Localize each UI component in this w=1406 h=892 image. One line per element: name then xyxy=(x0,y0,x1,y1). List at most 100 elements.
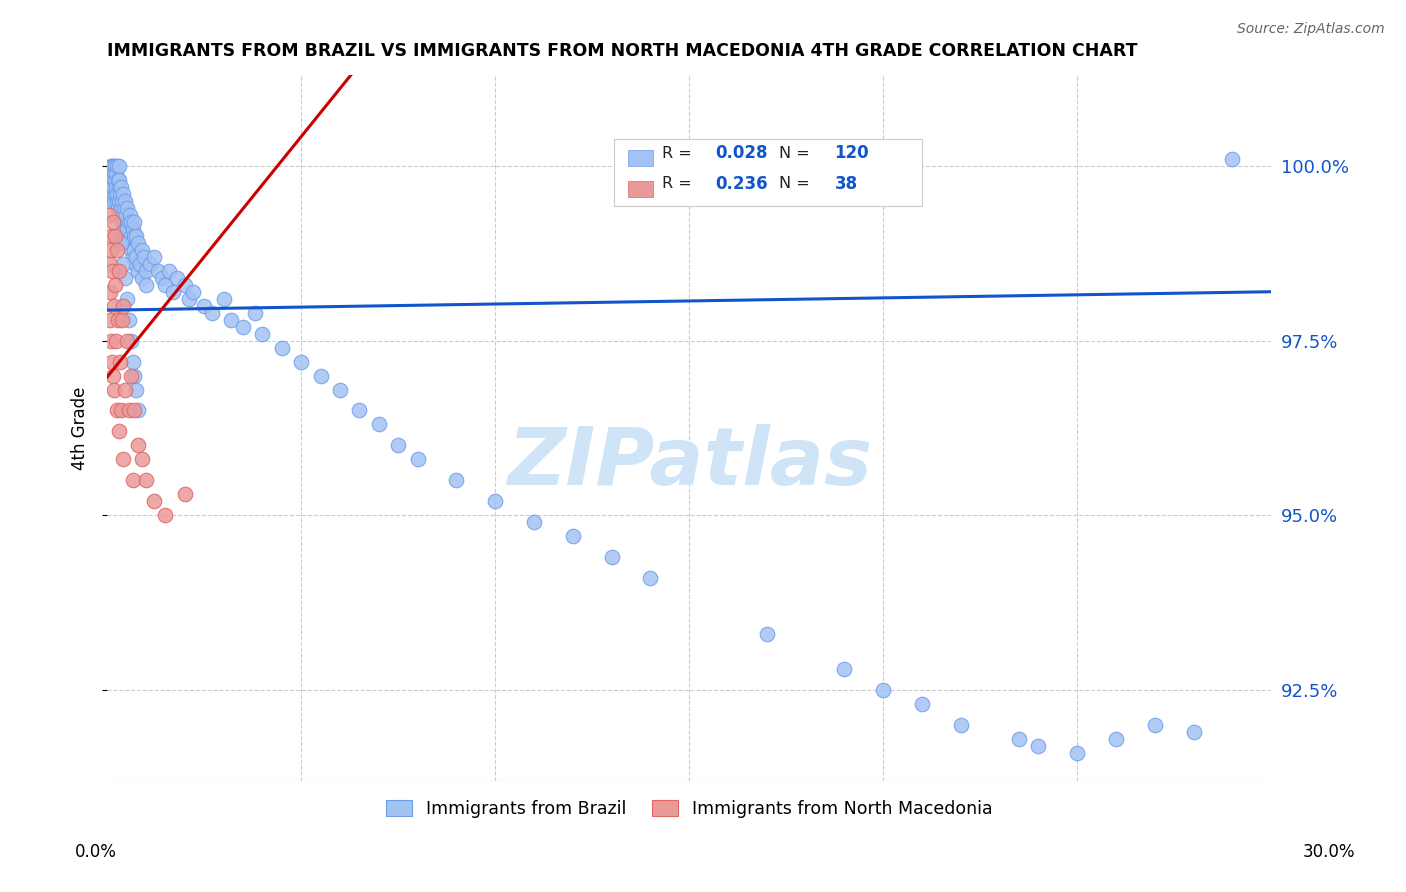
Legend: Immigrants from Brazil, Immigrants from North Macedonia: Immigrants from Brazil, Immigrants from … xyxy=(378,793,1000,825)
Point xyxy=(103,194,125,208)
Point xyxy=(111,299,134,313)
Point xyxy=(101,180,124,194)
Point xyxy=(104,277,127,292)
Point xyxy=(124,243,146,257)
Bar xyxy=(627,150,654,166)
Point xyxy=(177,292,200,306)
Point xyxy=(104,334,127,348)
Point xyxy=(101,186,124,201)
Point xyxy=(107,201,129,215)
Point xyxy=(561,529,583,543)
Point xyxy=(121,250,143,264)
Point xyxy=(155,277,177,292)
Point xyxy=(110,235,132,250)
Point xyxy=(349,403,371,417)
Point xyxy=(105,403,128,417)
Point xyxy=(127,403,149,417)
Point xyxy=(125,228,148,243)
Text: N =: N = xyxy=(779,145,814,161)
Point xyxy=(98,257,121,271)
Point xyxy=(114,383,136,397)
Point xyxy=(100,228,122,243)
Point xyxy=(406,452,429,467)
Point xyxy=(484,494,506,508)
Point xyxy=(101,354,124,368)
Point xyxy=(100,285,122,299)
Point xyxy=(101,264,124,278)
Point xyxy=(124,257,146,271)
Point xyxy=(115,201,138,215)
Point xyxy=(446,473,468,487)
Point xyxy=(101,159,124,173)
Point xyxy=(181,285,204,299)
Point xyxy=(104,166,127,180)
Point xyxy=(115,228,138,243)
Point xyxy=(108,194,131,208)
Point xyxy=(117,312,139,326)
Point xyxy=(121,222,143,236)
Text: 30.0%: 30.0% xyxy=(1302,843,1355,861)
Point xyxy=(872,682,894,697)
Point xyxy=(114,194,136,208)
Point xyxy=(105,180,128,194)
Point xyxy=(755,627,778,641)
Text: R =: R = xyxy=(662,177,697,192)
Point xyxy=(103,299,125,313)
Point xyxy=(139,257,162,271)
Text: IMMIGRANTS FROM BRAZIL VS IMMIGRANTS FROM NORTH MACEDONIA 4TH GRADE CORRELATION : IMMIGRANTS FROM BRAZIL VS IMMIGRANTS FRO… xyxy=(107,42,1137,60)
Point xyxy=(112,222,135,236)
Point xyxy=(107,180,129,194)
Point xyxy=(270,341,292,355)
Point xyxy=(112,201,135,215)
Point xyxy=(97,208,120,222)
Point xyxy=(1028,739,1050,753)
Point xyxy=(111,312,134,326)
Point xyxy=(121,354,143,368)
Point xyxy=(103,383,125,397)
Point xyxy=(107,173,129,187)
Point xyxy=(142,494,165,508)
Point xyxy=(107,312,129,326)
Point xyxy=(949,718,972,732)
Point xyxy=(120,334,142,348)
Point xyxy=(120,215,142,229)
Text: 120: 120 xyxy=(835,145,869,162)
Text: Source: ZipAtlas.com: Source: ZipAtlas.com xyxy=(1237,22,1385,37)
Point xyxy=(98,173,121,187)
Point xyxy=(98,312,121,326)
Point xyxy=(135,277,157,292)
Point xyxy=(155,508,177,523)
Point xyxy=(117,235,139,250)
Point xyxy=(104,173,127,187)
Point xyxy=(110,180,132,194)
Point xyxy=(243,306,266,320)
Point xyxy=(120,228,142,243)
Point xyxy=(124,368,146,383)
Point xyxy=(101,159,124,173)
Point xyxy=(114,215,136,229)
Point xyxy=(101,215,124,229)
Text: 0.028: 0.028 xyxy=(714,145,768,162)
Point xyxy=(104,173,127,187)
Point xyxy=(100,243,122,257)
Point xyxy=(1143,718,1166,732)
Text: 38: 38 xyxy=(835,175,858,193)
Point xyxy=(108,208,131,222)
Point xyxy=(108,186,131,201)
Point xyxy=(329,383,352,397)
Point xyxy=(290,354,312,368)
Point xyxy=(1066,746,1088,760)
Text: R =: R = xyxy=(662,145,697,161)
Text: 0.236: 0.236 xyxy=(714,175,768,193)
Point xyxy=(135,264,157,278)
Point xyxy=(201,306,224,320)
Point xyxy=(120,243,142,257)
Point xyxy=(131,243,153,257)
Point xyxy=(105,186,128,201)
Point xyxy=(110,403,132,417)
Point xyxy=(117,222,139,236)
Point xyxy=(129,257,152,271)
Point xyxy=(120,368,142,383)
Point xyxy=(173,487,195,501)
Point xyxy=(104,186,127,201)
